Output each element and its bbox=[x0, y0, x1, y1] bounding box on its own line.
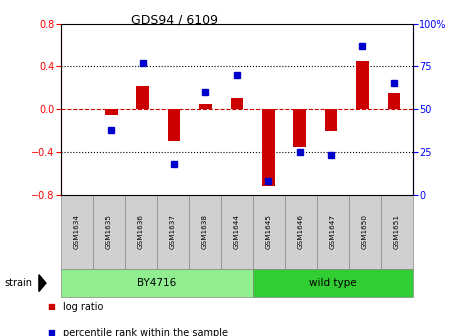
Text: GSM1637: GSM1637 bbox=[170, 214, 176, 249]
Bar bbox=[105, 109, 118, 115]
Text: ■: ■ bbox=[47, 328, 55, 336]
Bar bbox=[387, 93, 400, 109]
Bar bbox=[199, 104, 212, 109]
Polygon shape bbox=[39, 275, 46, 292]
Text: GSM1636: GSM1636 bbox=[138, 214, 144, 249]
Bar bbox=[294, 109, 306, 147]
Text: GDS94 / 6109: GDS94 / 6109 bbox=[131, 13, 219, 27]
Text: GSM1651: GSM1651 bbox=[394, 214, 400, 249]
Text: strain: strain bbox=[5, 278, 33, 288]
Bar bbox=[262, 109, 274, 186]
Text: GSM1634: GSM1634 bbox=[74, 214, 80, 249]
Text: GSM1645: GSM1645 bbox=[266, 214, 272, 249]
Bar bbox=[356, 61, 369, 109]
Bar bbox=[231, 98, 243, 109]
Text: GSM1650: GSM1650 bbox=[362, 214, 368, 249]
Text: wild type: wild type bbox=[309, 278, 356, 288]
Bar bbox=[325, 109, 337, 131]
Text: GSM1646: GSM1646 bbox=[298, 214, 304, 249]
Text: log ratio: log ratio bbox=[63, 302, 104, 312]
Text: GSM1644: GSM1644 bbox=[234, 214, 240, 249]
Text: percentile rank within the sample: percentile rank within the sample bbox=[63, 328, 228, 336]
Bar bbox=[136, 86, 149, 109]
Bar bbox=[168, 109, 180, 141]
Text: GSM1638: GSM1638 bbox=[202, 214, 208, 249]
Text: BY4716: BY4716 bbox=[137, 278, 176, 288]
Text: ■: ■ bbox=[47, 302, 55, 311]
Text: GSM1635: GSM1635 bbox=[106, 214, 112, 249]
Text: GSM1647: GSM1647 bbox=[330, 214, 336, 249]
